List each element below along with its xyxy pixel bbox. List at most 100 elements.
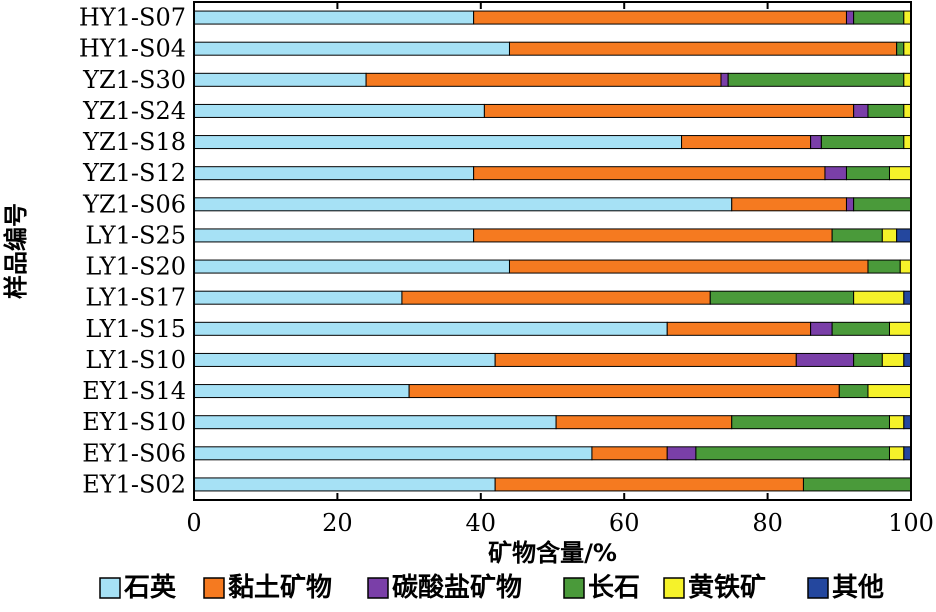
y-tick-label: HY1-S04 xyxy=(79,35,186,63)
bar-segment xyxy=(904,42,911,55)
legend-label: 其他 xyxy=(832,573,884,603)
bar-segment xyxy=(882,229,896,242)
bar-segment xyxy=(194,447,592,460)
bar-segment xyxy=(509,42,896,55)
bar-segment xyxy=(495,478,803,491)
bar-segment xyxy=(194,353,495,366)
bar-segment xyxy=(474,11,847,24)
y-tick-label: LY1-S20 xyxy=(85,253,186,281)
bars-group xyxy=(194,11,911,491)
bar-segment xyxy=(854,198,911,211)
bar-segment xyxy=(904,104,911,117)
x-tick-label: 0 xyxy=(186,509,201,537)
bar-segment xyxy=(194,104,484,117)
bar-segment xyxy=(846,11,853,24)
legend-swatch xyxy=(564,578,584,598)
bar-segment xyxy=(194,385,409,398)
bar-segment xyxy=(194,42,509,55)
bar-segment xyxy=(732,416,890,429)
legend-swatch xyxy=(808,578,828,598)
y-tick-label: EY1-S02 xyxy=(82,470,186,498)
y-tick-label: LY1-S10 xyxy=(85,346,186,374)
bar-segment xyxy=(667,447,696,460)
bar-segment xyxy=(889,167,911,180)
legend-label: 石英 xyxy=(123,573,177,603)
bar-segment xyxy=(592,447,667,460)
y-tick-label: YZ1-S18 xyxy=(82,128,186,156)
bar-segment xyxy=(832,322,889,335)
bar-segment xyxy=(509,260,867,273)
y-tick-label: YZ1-S24 xyxy=(82,97,186,125)
bar-segment xyxy=(194,167,474,180)
bar-segment xyxy=(696,447,890,460)
bar-segment xyxy=(868,104,904,117)
bar-segment xyxy=(366,73,721,86)
y-tick-label: YZ1-S30 xyxy=(82,66,186,94)
legend-label: 黄铁矿 xyxy=(688,572,766,603)
x-tick-label: 20 xyxy=(322,509,353,537)
bar-segment xyxy=(839,385,868,398)
bar-segment xyxy=(194,73,366,86)
bar-segment xyxy=(556,416,732,429)
bar-segment xyxy=(194,260,509,273)
bar-segment xyxy=(194,136,682,149)
bar-segment xyxy=(854,11,904,24)
x-axis-title: 矿物含量/% xyxy=(488,539,617,567)
bar-segment xyxy=(402,291,710,304)
bar-segment xyxy=(889,322,911,335)
bar-segment xyxy=(854,291,904,304)
bar-segment xyxy=(904,73,911,86)
x-tick-label: 60 xyxy=(609,509,640,537)
y-tick-label: YZ1-S12 xyxy=(82,159,186,187)
x-tick-label: 80 xyxy=(752,509,783,537)
bar-segment xyxy=(682,136,811,149)
bar-segment xyxy=(904,136,911,149)
bar-segment xyxy=(484,104,853,117)
bar-segment xyxy=(900,260,911,273)
x-tick-label: 40 xyxy=(466,509,497,537)
bar-segment xyxy=(194,322,667,335)
bar-segment xyxy=(474,229,833,242)
y-tick-labels: HY1-S07 HY1-S04 YZ1-S30 YZ1-S24 YZ1-S18 YZ1-S… xyxy=(79,4,186,499)
bar-segment xyxy=(474,167,825,180)
bar-segment xyxy=(854,353,883,366)
bar-segment xyxy=(889,416,903,429)
bar-segment xyxy=(710,291,853,304)
bar-segment xyxy=(904,291,911,304)
y-tick-label: YZ1-S06 xyxy=(82,190,186,218)
y-tick-label: LY1-S15 xyxy=(85,315,186,343)
y-tick-label: EY1-S06 xyxy=(82,439,186,467)
bar-segment xyxy=(832,229,882,242)
legend-label: 长石 xyxy=(588,573,640,603)
bar-segment xyxy=(897,42,904,55)
bar-segment xyxy=(854,104,868,117)
bar-segment xyxy=(194,11,474,24)
bar-segment xyxy=(721,73,728,86)
bar-segment xyxy=(194,198,732,211)
y-tick-label: HY1-S07 xyxy=(79,4,186,32)
legend-swatch xyxy=(204,578,224,598)
bar-segment xyxy=(868,385,911,398)
bar-segment xyxy=(732,198,847,211)
mineral-content-chart: HY1-S07 HY1-S04 YZ1-S30 YZ1-S24 YZ1-S18 YZ1-S… xyxy=(0,0,936,612)
legend-label: 黏土矿物 xyxy=(228,572,332,603)
y-tick-label: EY1-S10 xyxy=(82,408,186,436)
legend: 石英 黏土矿物 碳酸盐矿物 长石 黄铁矿 其他 xyxy=(100,572,884,603)
bar-segment xyxy=(796,353,853,366)
bar-segment xyxy=(728,73,904,86)
bar-segment xyxy=(194,229,474,242)
bar-segment xyxy=(868,260,900,273)
y-tick-label: LY1-S25 xyxy=(85,221,186,249)
bar-segment xyxy=(825,167,847,180)
bar-segment xyxy=(811,136,822,149)
bar-segment xyxy=(495,353,796,366)
bar-segment xyxy=(904,416,911,429)
bar-segment xyxy=(811,322,833,335)
bar-segment xyxy=(904,447,911,460)
bar-segment xyxy=(194,291,402,304)
bar-segment xyxy=(846,167,889,180)
bar-segment xyxy=(409,385,839,398)
bar-segment xyxy=(904,11,911,24)
bar-segment xyxy=(889,447,903,460)
legend-swatch xyxy=(664,578,684,598)
